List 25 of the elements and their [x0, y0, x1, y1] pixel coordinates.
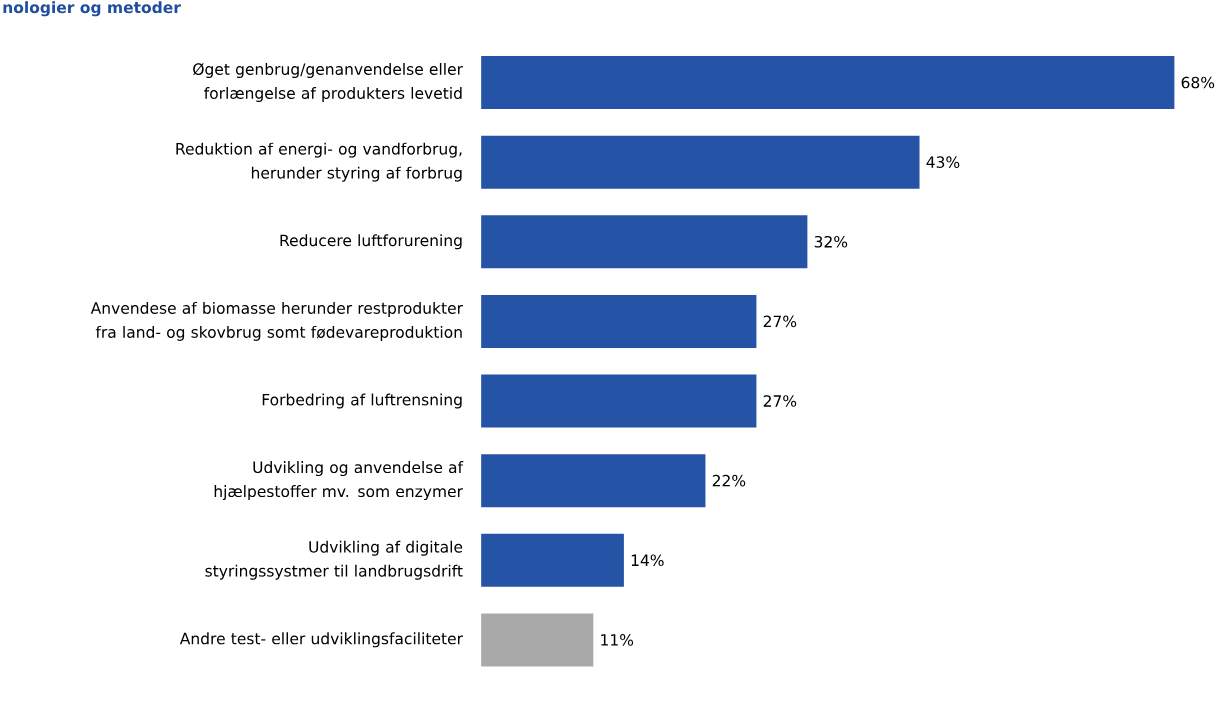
bar	[481, 215, 808, 269]
y-tick-label: Forbedring af luftrensning	[262, 393, 462, 409]
y-tick-label: Andre test- eller udviklingsfaciliteter	[179, 632, 463, 648]
y-tick-label: Reduktion af energi- og vandforbrug, herunder styring af forbrug	[176, 142, 462, 182]
data-label: 43%	[926, 156, 960, 168]
bar	[481, 56, 1175, 110]
y-tick-label: Anvendese af biomasse herunder restprodukter fra land- og skovbrug somt fødevareproduktion	[90, 301, 463, 341]
data-label: 14%	[631, 554, 664, 567]
text: nologier og metoder	[3, 1, 181, 17]
data-label: 27%	[763, 395, 797, 407]
data-label: 27%	[763, 315, 797, 328]
y-tick-label: Øget genbrug/genanvendelse eller forlængelse af produkters levetid	[193, 63, 463, 103]
data-label: 22%	[712, 474, 746, 487]
y-tick-label: Udvikling og anvendelse af hjælpestoffer mv. som enzymer	[214, 461, 464, 501]
bar	[481, 294, 757, 348]
y-tick-label: Reducere luftforurening	[280, 234, 462, 250]
bar	[481, 135, 920, 189]
bar	[481, 454, 706, 508]
bar	[481, 533, 624, 587]
y-tick-label: Udvikling af digitale styringssystmer til landbrugsdrift	[205, 540, 463, 580]
bar	[481, 613, 594, 667]
data-label: 11%	[601, 634, 634, 646]
data-label: 32%	[814, 235, 848, 248]
bar	[481, 374, 757, 428]
data-label: 68%	[1181, 76, 1215, 89]
